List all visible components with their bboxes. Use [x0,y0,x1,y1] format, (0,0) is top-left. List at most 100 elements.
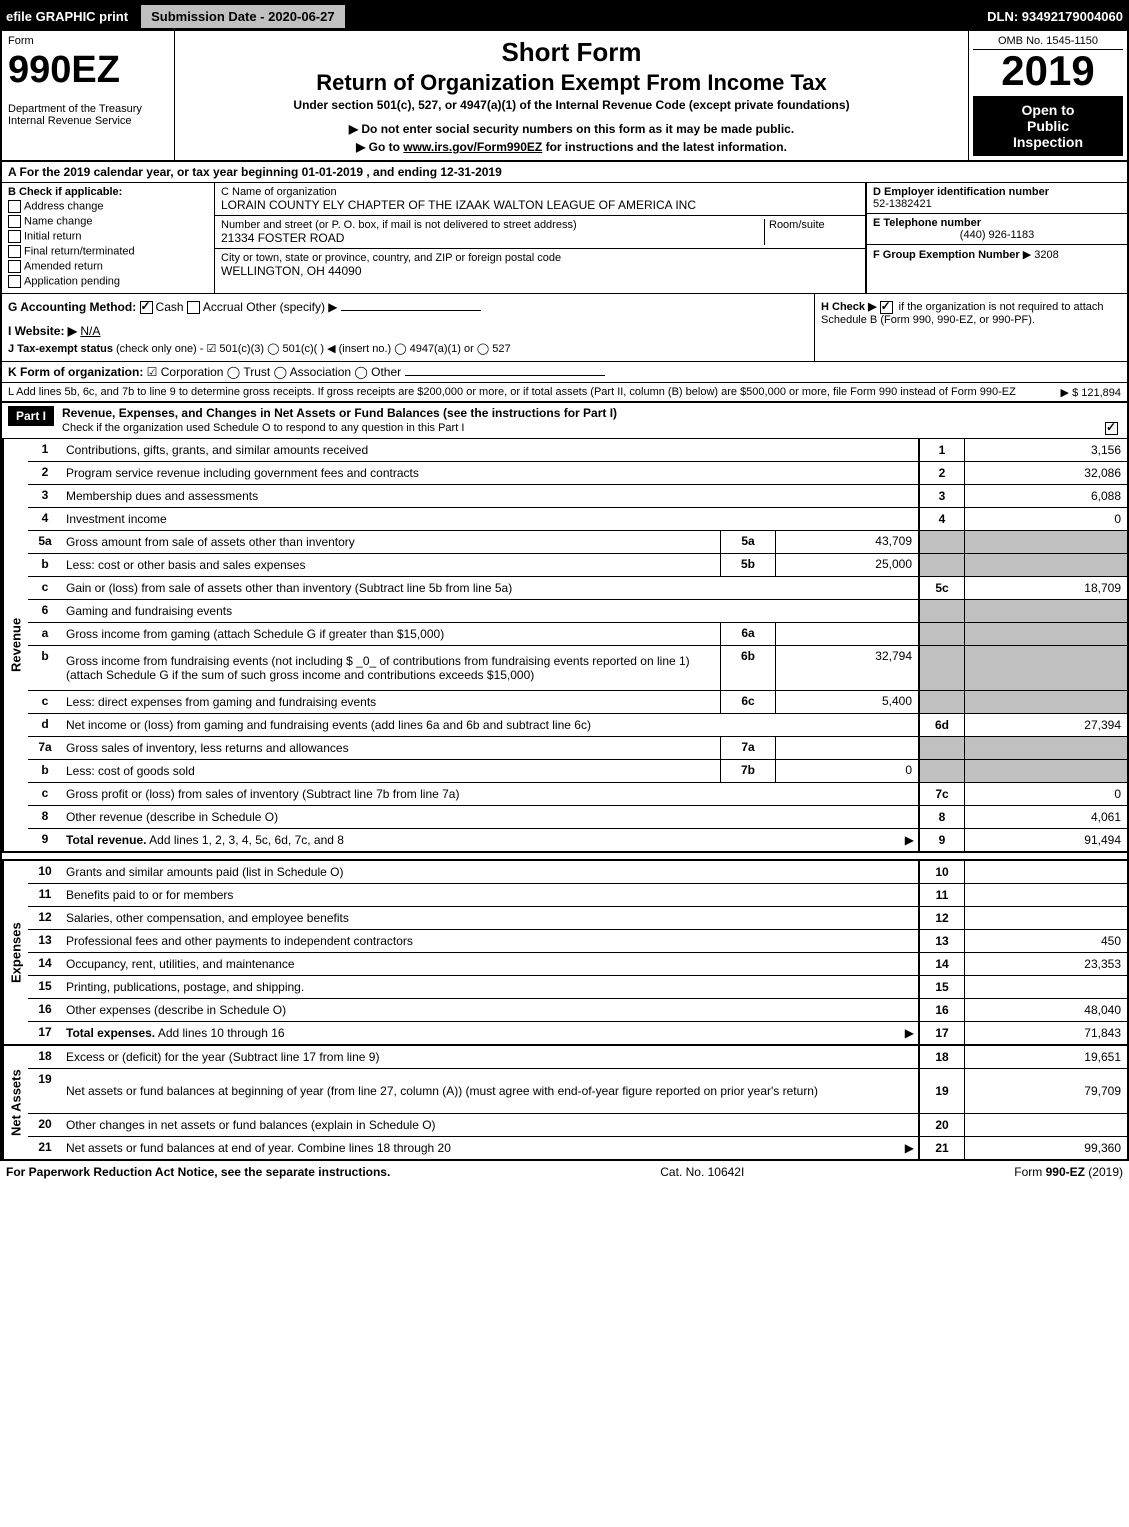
header: Form 990EZ Department of the Treasury In… [2,31,1127,162]
right-line-number: 13 [918,930,964,952]
section-g: G Accounting Method: Cash Accrual Other … [2,294,814,361]
right-line-number: 8 [918,806,964,828]
line-row: 10Grants and similar amounts paid (list … [28,861,1127,884]
line-number: 11 [28,884,62,906]
line-description: Other expenses (describe in Schedule O) [62,999,918,1021]
right-line-number: 6d [918,714,964,736]
right-line-number: 7c [918,783,964,805]
chk-address-change[interactable]: Address change [8,200,208,213]
line-description: Net assets or fund balances at beginning… [62,1069,918,1113]
sub-line-number: 6c [720,691,775,713]
right-line-value: 3,156 [964,439,1127,461]
line-description: Net income or (loss) from gaming and fun… [62,714,918,736]
line-row: 12Salaries, other compensation, and empl… [28,907,1127,930]
expenses-label: Expenses [2,861,28,1044]
line-row: bLess: cost of goods sold7b0 [28,760,1127,783]
line-number: 20 [28,1114,62,1136]
right-line-number [918,760,964,782]
right-line-value: 99,360 [964,1137,1127,1159]
line-number: b [28,554,62,576]
part1-title: Revenue, Expenses, and Changes in Net As… [62,406,617,420]
org-name: LORAIN COUNTY ELY CHAPTER OF THE IZAAK W… [221,198,859,212]
right-line-value [964,884,1127,906]
line-number: 15 [28,976,62,998]
line-description: Less: cost or other basis and sales expe… [62,554,720,576]
dept-treasury: Department of the Treasury [8,103,168,115]
line-description: Gross income from gaming (attach Schedul… [62,623,720,645]
h-label: H Check ▶ [821,301,877,313]
form-number: 990EZ [8,51,168,89]
addr-label: Number and street (or P. O. box, if mail… [221,219,764,231]
chk-final-return[interactable]: Final return/terminated [8,245,208,258]
right-line-number: 4 [918,508,964,530]
line-number: 1 [28,439,62,461]
right-line-number: 16 [918,999,964,1021]
public-inspection: Open to Public Inspection [973,96,1123,156]
city-state-zip: WELLINGTON, OH 44090 [221,264,859,278]
line-number: 7a [28,737,62,759]
line-number: c [28,691,62,713]
right-line-number: 17 [918,1022,964,1044]
dept-irs: Internal Revenue Service [8,115,168,127]
right-line-value [964,623,1127,645]
right-line-value: 450 [964,930,1127,952]
k-other-blank[interactable] [405,375,605,376]
public-line1: Open to [979,102,1117,118]
line-description: Grants and similar amounts paid (list in… [62,861,918,883]
l-text: L Add lines 5b, 6c, and 7b to line 9 to … [8,386,1016,398]
g-cash[interactable]: Cash [140,300,184,314]
right-line-number: 20 [918,1114,964,1136]
line-number: 12 [28,907,62,929]
chk-name-change[interactable]: Name change [8,215,208,228]
chk-initial-return[interactable]: Initial return [8,230,208,243]
part1-check-text: Check if the organization used Schedule … [62,422,464,434]
line-number: 8 [28,806,62,828]
top-bar: efile GRAPHIC print Submission Date - 20… [2,2,1127,31]
line-description: Professional fees and other payments to … [62,930,918,952]
b-label: B Check if applicable: [8,186,122,198]
subtitle: Under section 501(c), 527, or 4947(a)(1)… [181,98,962,112]
line-row: 2Program service revenue including gover… [28,462,1127,485]
k-options: ☑ Corporation ◯ Trust ◯ Association ◯ Ot… [147,365,401,379]
right-line-number [918,737,964,759]
line-row: 4Investment income40 [28,508,1127,531]
right-line-value [964,760,1127,782]
j-options: (check only one) - ☑ 501(c)(3) ◯ 501(c)(… [116,343,511,355]
chk-amended-return[interactable]: Amended return [8,260,208,273]
line-row: bLess: cost or other basis and sales exp… [28,554,1127,577]
e-label: E Telephone number [873,217,981,229]
right-line-number: 10 [918,861,964,883]
part1-schedule-o-checkbox[interactable] [1105,422,1118,435]
right-line-value: 0 [964,783,1127,805]
group-exemption: ▶ 3208 [1023,249,1059,261]
line-description: Contributions, gifts, grants, and simila… [62,439,918,461]
f-label: F Group Exemption Number [873,249,1020,261]
right-line-value: 4,061 [964,806,1127,828]
irs-link[interactable]: www.irs.gov/Form990EZ [403,140,542,154]
website: N/A [80,324,100,338]
l-amount: ▶ $ 121,894 [1061,386,1121,399]
section-def: D Employer identification number 52-1382… [865,183,1127,293]
section-k: K Form of organization: ☑ Corporation ◯ … [2,362,1127,383]
public-line2: Public [979,118,1117,134]
line-row: 16Other expenses (describe in Schedule O… [28,999,1127,1022]
line-row: bGross income from fundraising events (n… [28,646,1127,691]
chk-application-pending[interactable]: Application pending [8,275,208,288]
g-other-blank[interactable] [341,310,481,311]
line-number: 16 [28,999,62,1021]
right-line-value [964,600,1127,622]
h-checkbox[interactable] [880,301,893,314]
dln: DLN: 93492179004060 [987,9,1123,24]
g-label: G Accounting Method: [8,300,136,314]
line-number: 2 [28,462,62,484]
line-description: Gross sales of inventory, less returns a… [62,737,720,759]
right-line-number: 12 [918,907,964,929]
g-accrual[interactable]: Accrual [187,300,243,314]
info-block: B Check if applicable: Address change Na… [2,183,1127,294]
sub-line-value: 43,709 [775,531,918,553]
line-number: 5a [28,531,62,553]
room-label: Room/suite [764,219,859,245]
right-line-value: 48,040 [964,999,1127,1021]
section-c: C Name of organization LORAIN COUNTY ELY… [215,183,865,293]
right-line-number [918,623,964,645]
